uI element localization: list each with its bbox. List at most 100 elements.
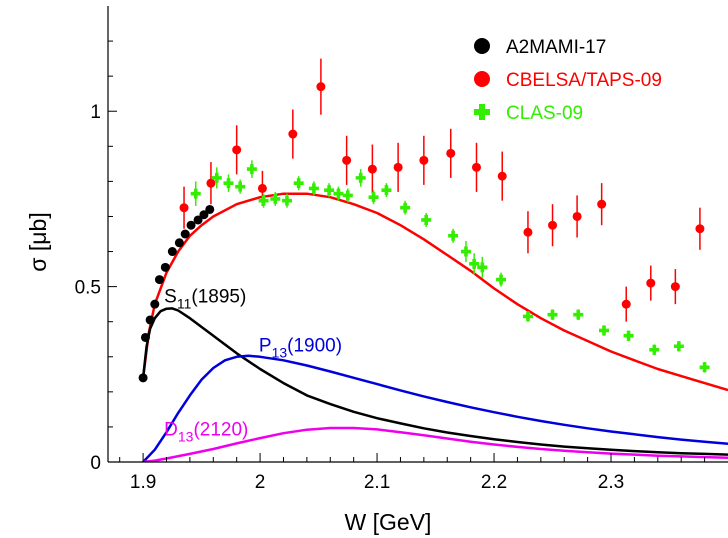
data-points [138,58,710,383]
a2mami-17-point [138,373,148,383]
a2mami-17-point [160,262,170,272]
clas-09-point [281,195,292,206]
clas-09-point [355,172,366,183]
clas-09-point [460,246,471,257]
annotation-p13: P13(1900) [259,336,342,361]
model-curves [141,192,728,462]
y-tick-label: 1 [90,102,101,123]
a2mami-17-point [154,275,164,285]
a2mami-17-point [150,299,160,309]
cbelsa-taps-09-point [257,183,267,193]
y-tick-label: 0.5 [75,278,101,299]
clas-09-point [573,309,584,320]
y-tick-label: 0 [90,453,101,474]
clas-09-point [448,230,459,241]
a2mami-17-point [145,315,155,325]
clas-09-point [673,341,684,352]
clas-09-point [477,262,488,273]
legend-label-a2mami-17: A2MAMI-17 [506,37,606,58]
annotation-rest: (1895) [191,286,246,307]
legend-label-cbelsa-taps-09: CBELSA/TAPS-09 [506,70,662,91]
annotation-main: D [164,420,178,441]
clas-09-point [547,309,558,320]
annotation-subscript: 11 [177,295,192,311]
cbelsa-taps-09-point [232,145,242,155]
curve-s11-1895 [141,307,728,456]
x-axis-title: W [GeV] [345,509,432,535]
clas-09-point [623,330,634,341]
clas-09-point [293,178,304,189]
x-tick-label: 2.2 [481,472,507,493]
cbelsa-taps-09-point [523,227,533,237]
legend-marker-a2mami-17 [474,38,490,54]
annotation-subscript: 13 [178,429,194,445]
cbelsa-taps-09-point [548,220,558,230]
annotation-s11: S11(1895) [164,286,246,311]
clas-09-point [246,164,257,175]
clas-09-point [599,325,609,336]
curve-total [141,192,728,392]
a2mami-17-point [140,332,150,342]
legend-label-clas-09: CLAS-09 [506,103,583,124]
cbelsa-taps-09-point [393,162,403,172]
cbelsa-taps-09-point [446,148,456,158]
clas-09-point [469,258,480,269]
axes: 1.9 2 2.1 2.2 2.3 0 0.5 1 W [GeV] σ [μb] [25,6,728,535]
clas-09-point [699,362,710,373]
a2mami-17-point [167,247,177,257]
cbelsa-taps-09-point [670,282,680,292]
x-tick-label: 2 [255,472,266,493]
clas-09-point [649,344,660,355]
annotation-subscript: 13 [272,345,288,361]
cbelsa-taps-09-point [316,82,326,92]
clas-09-point [235,181,246,192]
x-tick-label: 2.1 [364,472,390,493]
clas-09-point [258,195,269,206]
clas-09-point [211,172,222,183]
cbelsa-taps-09-point [367,164,377,174]
annotation-main: S [164,286,177,307]
a2mami-17-point [199,210,209,220]
clas-09-point [368,192,379,203]
a2mami-17-point [205,204,215,214]
a2mami-17-point [180,229,190,239]
legend: A2MAMI-17 CBELSA/TAPS-09 CLAS-09 [474,37,662,124]
cbelsa-taps-09-point [288,129,298,139]
x-tick-label: 2.3 [598,472,624,493]
clas-09-point [421,214,432,225]
cbelsa-taps-09-point [597,199,607,209]
clas-09-point [308,183,319,194]
y-axis-title: σ [μb] [25,212,51,271]
clas-09-point [333,188,344,199]
curve-annotations: S11(1895)P13(1900)D13(2120) [164,286,342,444]
annotation-rest: (2120) [193,420,248,441]
curve-d13-2120 [142,426,728,462]
cbelsa-taps-09-point [471,162,481,172]
a2mami-17-point [193,215,203,225]
annotation-main: P [259,336,272,357]
x-tick-label: 1.9 [130,472,156,493]
clas-09-point [223,178,234,189]
clas-09-point [342,190,353,201]
clas-09-point [270,193,281,204]
clas-09-point [190,188,201,199]
clas-09-point [496,274,507,285]
cbelsa-taps-09-point [497,171,507,181]
cbelsa-taps-09-point [621,299,631,309]
clas-09-point [400,202,411,213]
legend-marker-clas-09 [474,104,490,120]
a2mami-17-point [174,238,184,248]
cbelsa-taps-09-point [179,203,189,213]
a2mami-17-point [186,220,196,230]
annotation-rest: (1900) [287,336,342,357]
clas-09-point [522,311,533,322]
clas-09-point [324,185,335,196]
cbelsa-taps-09-point [419,155,429,165]
annotation-d13: D13(2120) [164,420,248,445]
clas-09-point [381,185,392,196]
legend-marker-cbelsa-taps-09 [474,71,490,87]
cbelsa-taps-09-point [342,155,352,165]
curve-p13-1900 [142,354,728,462]
cbelsa-taps-09-point [695,224,705,234]
